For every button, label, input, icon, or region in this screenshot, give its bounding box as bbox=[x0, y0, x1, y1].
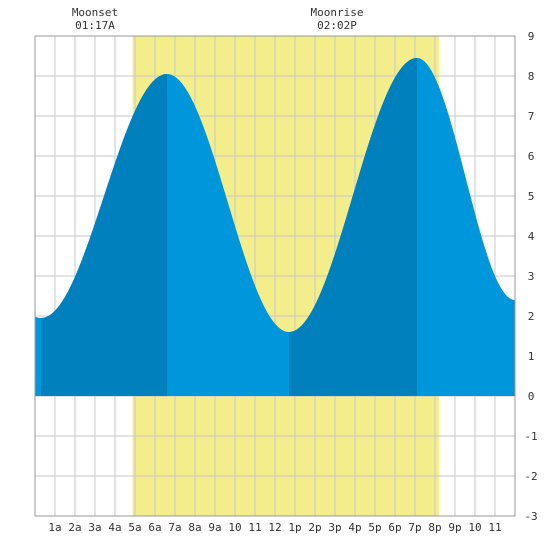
y-tick-label: 4 bbox=[528, 230, 535, 243]
x-tick-label: 7a bbox=[168, 521, 181, 534]
y-tick-label: 5 bbox=[528, 190, 535, 203]
moon-event-time: 02:02P bbox=[317, 19, 357, 32]
y-tick-label: -1 bbox=[524, 430, 537, 443]
y-tick-label: 0 bbox=[528, 390, 535, 403]
x-tick-label: 1a bbox=[48, 521, 61, 534]
x-tick-label: 4p bbox=[348, 521, 361, 534]
moon-event-title: Moonset bbox=[72, 6, 118, 19]
y-tick-label: -3 bbox=[524, 510, 537, 523]
x-tick-label: 9a bbox=[208, 521, 221, 534]
x-tick-label: 7p bbox=[408, 521, 421, 534]
tide-band-rising bbox=[41, 74, 167, 396]
y-tick-label: 1 bbox=[528, 350, 535, 363]
x-tick-label: 2a bbox=[68, 521, 81, 534]
x-tick-label: 10 bbox=[228, 521, 241, 534]
x-tick-label: 5p bbox=[368, 521, 381, 534]
x-tick-label: 8a bbox=[188, 521, 201, 534]
x-tick-labels: 1a 2a 3a 4a 5a 6a 7a 8a 9a 10 11 12 1p 2p 3p 4p 5p 6p 7p 8p… bbox=[48, 521, 501, 534]
x-tick-label: 2p bbox=[308, 521, 321, 534]
x-tick-label: 3a bbox=[88, 521, 101, 534]
y-tick-label: 3 bbox=[528, 270, 535, 283]
x-tick-label: 1p bbox=[288, 521, 301, 534]
y-tick-labels: -3 -2 -1 0 1 2 3 4 5 6 7 8 9 bbox=[524, 30, 537, 523]
moon-event-time: 01:17A bbox=[75, 19, 115, 32]
x-tick-label: 5a bbox=[128, 521, 141, 534]
x-tick-label: 6p bbox=[388, 521, 401, 534]
tide-band-rising bbox=[289, 58, 417, 396]
x-tick-label: 10 bbox=[468, 521, 481, 534]
x-tick-label: 11 bbox=[248, 521, 261, 534]
y-tick-label: 2 bbox=[528, 310, 535, 323]
tide-band-layer bbox=[41, 58, 417, 396]
x-tick-label: 12 bbox=[268, 521, 281, 534]
x-tick-label: 9p bbox=[448, 521, 461, 534]
moon-event-title: Moonrise bbox=[311, 6, 364, 19]
y-tick-label: -2 bbox=[524, 470, 537, 483]
x-tick-label: 11 bbox=[488, 521, 501, 534]
x-tick-label: 4a bbox=[108, 521, 121, 534]
x-tick-label: 6a bbox=[148, 521, 161, 534]
y-tick-label: 6 bbox=[528, 150, 535, 163]
y-tick-label: 9 bbox=[528, 30, 535, 43]
plot-frame bbox=[34, 35, 516, 517]
y-tick-label: 8 bbox=[528, 70, 535, 83]
x-tick-label: 3p bbox=[328, 521, 341, 534]
x-tick-label: 8p bbox=[428, 521, 441, 534]
y-tick-label: 7 bbox=[528, 110, 535, 123]
